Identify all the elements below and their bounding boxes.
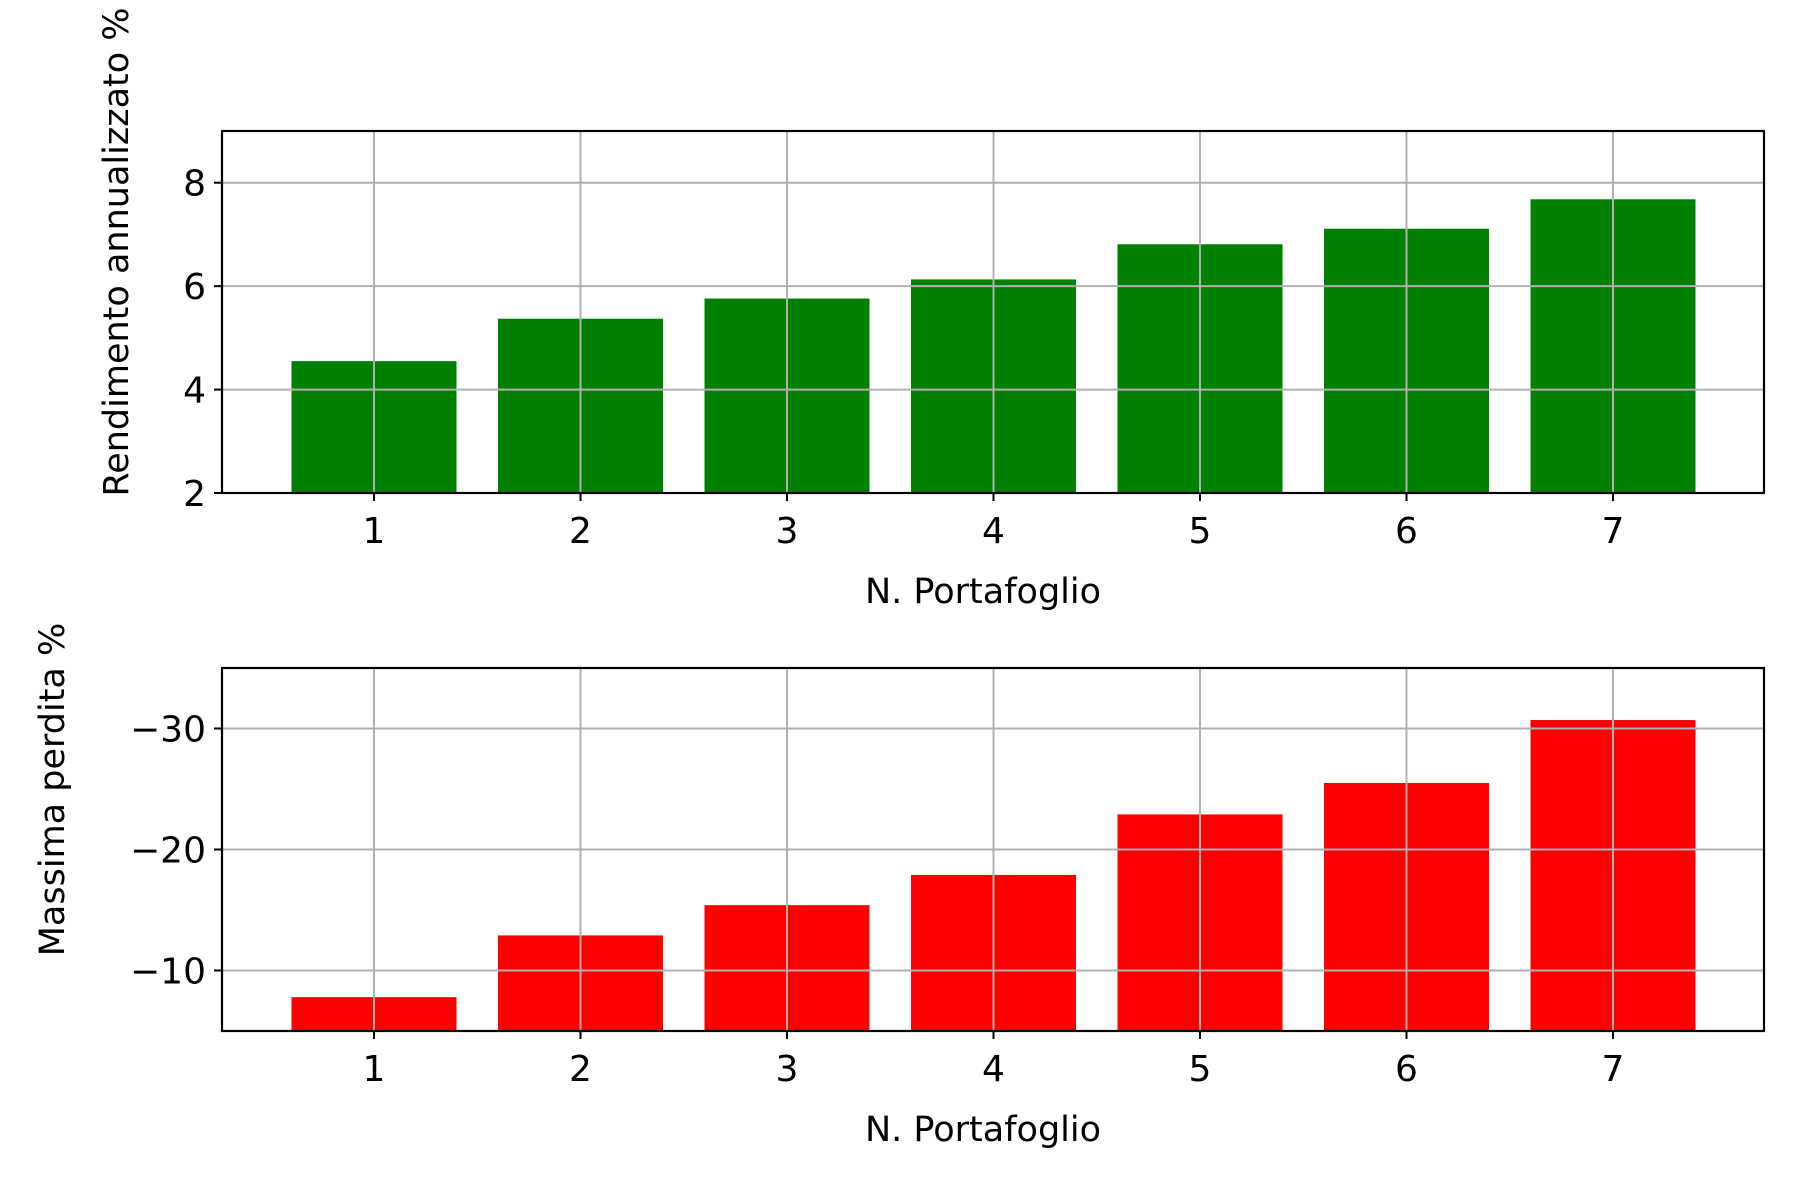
return-y-tick-label: 4 bbox=[183, 371, 206, 412]
return-x-tick-label: 1 bbox=[363, 511, 386, 552]
return-x-tick-label: 7 bbox=[1602, 511, 1625, 552]
return-x-tick-label: 4 bbox=[982, 511, 1005, 552]
drawdown-y-tick-label: −30 bbox=[130, 710, 206, 751]
drawdown-x-axis-label: N. Portafoglio bbox=[865, 1110, 1101, 1150]
drawdown-chart-panel: 1 2 3 4 5 6 7 −10 −20 −30 N. Portafoglio Massima pe… bbox=[33, 623, 1766, 1150]
return-x-tick-label: 3 bbox=[776, 511, 799, 552]
drawdown-x-tick-label: 2 bbox=[569, 1049, 592, 1090]
drawdown-x-tick-label: 3 bbox=[776, 1049, 799, 1090]
drawdown-x-tick-label: 6 bbox=[1395, 1049, 1418, 1090]
return-y-tick-label: 6 bbox=[183, 267, 206, 308]
drawdown-x-tick-label: 5 bbox=[1189, 1049, 1212, 1090]
drawdown-y-tick-label: −20 bbox=[130, 831, 206, 872]
drawdown-x-tick-label: 7 bbox=[1602, 1049, 1625, 1090]
return-x-axis-label: N. Portafoglio bbox=[865, 572, 1101, 612]
return-y-tick-label: 2 bbox=[183, 474, 206, 515]
return-x-tick-label: 2 bbox=[569, 511, 592, 552]
return-x-tick-label: 6 bbox=[1395, 511, 1418, 552]
drawdown-y-tick-label: −10 bbox=[130, 952, 206, 993]
drawdown-x-tick-label: 4 bbox=[982, 1049, 1005, 1090]
return-y-axis-label: Rendimento annualizzato % bbox=[97, 7, 137, 496]
return-x-tick-label: 5 bbox=[1189, 511, 1212, 552]
return-chart-panel: 1 2 3 4 5 6 7 2 4 6 8 N. Portafoglio Rendimento annu… bbox=[97, 7, 1766, 612]
return-y-tick-label: 8 bbox=[183, 164, 206, 205]
drawdown-y-axis-label: Massima perdita % bbox=[33, 623, 73, 957]
drawdown-x-tick-label: 1 bbox=[363, 1049, 386, 1090]
